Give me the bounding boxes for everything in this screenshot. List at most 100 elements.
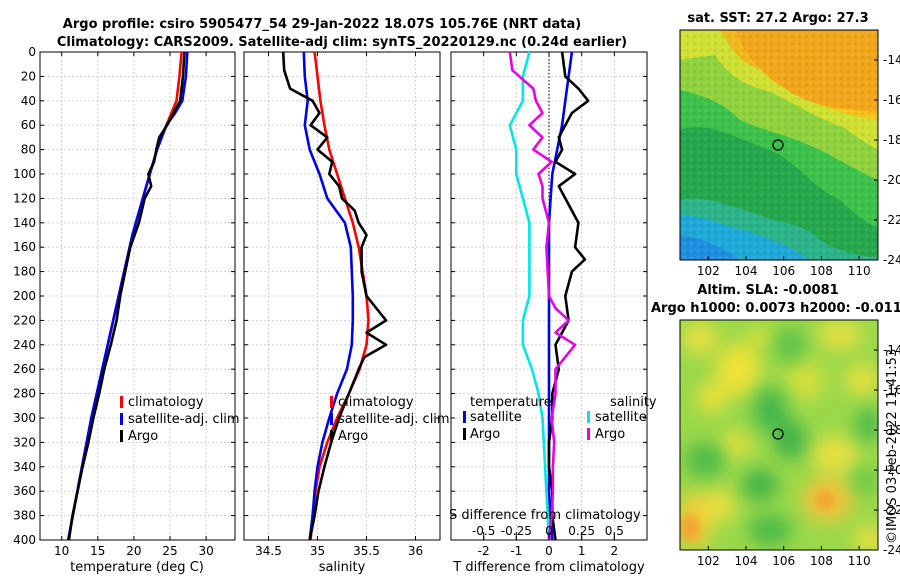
map-y-tick-label: -16: [883, 93, 900, 107]
temperature-grid: [40, 51, 235, 541]
legend-mark-t-satellite: [463, 411, 466, 423]
difference-panel: -2 -1 0 1 2 T difference from climatology S …: [449, 51, 657, 575]
temperature-panel: 10 15 20 25 30 0 20 40 60 80 100 120 140 160 180 200 22…: [13, 45, 240, 575]
legend-heading-temperature: temperature: [470, 395, 552, 410]
map-y-tick-label: -20: [883, 463, 900, 477]
map-y-tick-label: -24: [883, 253, 900, 267]
sst-map-frame: [679, 29, 879, 261]
s-tick-label: -0.5: [472, 524, 495, 538]
legend-label-argo: Argo: [338, 429, 368, 444]
legend-label-satellite: satellite-adj. clim: [128, 412, 240, 427]
map-y-tick-label: -14: [883, 53, 900, 67]
series-satellite-adj-clim: [302, 51, 355, 541]
y-tick-label: 400: [13, 533, 36, 547]
legend-label-t-satellite: satellite: [470, 410, 522, 425]
map-y-tick-label: -18: [883, 133, 900, 147]
y-tick-label: 220: [13, 313, 36, 327]
legend-mark-argo: [120, 430, 123, 442]
series-satellite-adj-clim: [66, 51, 189, 541]
series-argo: [281, 51, 388, 541]
argo-location-marker: [772, 139, 784, 151]
y-tick-label: 80: [21, 143, 36, 157]
y-tick-label: 200: [13, 289, 36, 303]
s-tick-label: 0: [545, 524, 553, 538]
map-y-tick-label: -22: [883, 503, 900, 517]
y-tick-label: 240: [13, 338, 36, 352]
y-tick-label: 140: [13, 216, 36, 230]
salinity-legend: climatology satellite-adj. clim Argo: [330, 395, 450, 444]
legend-mark-argo: [330, 430, 333, 442]
legend-mark-satellite: [330, 413, 333, 425]
sla-map-title-line1: Altim. SLA: -0.0081: [697, 283, 838, 298]
y-tick-label: 0: [28, 45, 36, 59]
series-t-argo: [547, 51, 590, 541]
legend-mark-s-satellite: [587, 411, 590, 423]
sla-image: [680, 320, 878, 550]
y-tick-label: 180: [13, 265, 36, 279]
temperature-lines: [66, 51, 189, 541]
salinity-xlabel: salinity: [319, 560, 366, 575]
salinity-xticks: 34.5 35 35.5 36: [255, 52, 423, 558]
map-x-tick-label: 108: [810, 554, 833, 568]
x-tick-label: 35: [310, 544, 325, 558]
map-x-tick-label: 106: [772, 264, 795, 278]
y-tick-label: 160: [13, 240, 36, 254]
difference-xlabel: T difference from climatology: [452, 560, 645, 575]
y-tick-label: 340: [13, 460, 36, 474]
temperature-xticks: 10 15 20 25 30: [54, 52, 214, 558]
legend-label-climatology: climatology: [338, 395, 414, 410]
map-y-tick-label: -24: [883, 543, 900, 557]
map-x-tick-label: 102: [697, 554, 720, 568]
legend-mark-climatology: [330, 396, 333, 408]
x-tick-label: -2: [478, 544, 490, 558]
x-tick-label: 2: [611, 544, 619, 558]
sst-image: [680, 30, 878, 260]
y-tick-label: 20: [21, 69, 36, 83]
sla-map-yticks: -14 -16 -18 -20 -22 -24: [874, 343, 900, 557]
map-x-tick-label: 104: [735, 554, 758, 568]
x-tick-label: 1: [578, 544, 586, 558]
x-tick-label: 35.5: [353, 544, 380, 558]
x-tick-label: -1: [510, 544, 522, 558]
x-tick-label: 10: [54, 544, 69, 558]
difference-legend: temperature salinity satellite Argo sate…: [463, 395, 657, 442]
map-y-tick-label: -18: [883, 423, 900, 437]
legend-mark-climatology: [120, 396, 123, 408]
legend-mark-t-argo: [463, 428, 466, 440]
y-tick-label: 300: [13, 411, 36, 425]
y-tick-label: 360: [13, 484, 36, 498]
y-tick-label: 120: [13, 191, 36, 205]
map-x-tick-label: 106: [772, 554, 795, 568]
sst-map-title: sat. SST: 27.2 Argo: 27.3: [687, 11, 868, 26]
y-tick-label: 320: [13, 435, 36, 449]
x-tick-label: 30: [198, 544, 213, 558]
legend-label-climatology: climatology: [128, 395, 204, 410]
x-tick-label: 15: [90, 544, 105, 558]
map-y-tick-label: -14: [883, 343, 900, 357]
legend-label-t-argo: Argo: [470, 427, 500, 442]
x-tick-label: 0: [545, 544, 553, 558]
figure-title-line1: Argo profile: csiro 5905477_54 29-Jan-20…: [63, 17, 581, 32]
sla-map-title-line2: Argo h1000: 0.0073 h2000: -0.011: [651, 301, 900, 316]
x-tick-label: 36: [408, 544, 423, 558]
y-tick-label: 260: [13, 362, 36, 376]
s-tick-label: 0.5: [605, 524, 624, 538]
figure-title-line2: Climatology: CARS2009. Satellite-adj cli…: [57, 35, 627, 50]
y-tick-label: 40: [21, 94, 36, 108]
map-x-tick-label: 110: [848, 554, 871, 568]
difference-lines: [508, 51, 590, 541]
legend-heading-salinity: salinity: [610, 395, 657, 410]
x-tick-label: 20: [126, 544, 141, 558]
temperature-legend: climatology satellite-adj. clim Argo: [120, 395, 240, 444]
s-difference-ticks: -0.5 -0.25 0 0.25 0.5: [472, 524, 624, 540]
sst-map-xticks: 102 104 106 108 110: [697, 256, 871, 278]
legend-label-s-satellite: satellite: [595, 410, 647, 425]
legend-mark-s-argo: [587, 428, 590, 440]
temperature-yticks: 0 20 40 60 80 100 120 140 160 180 200 220 240 260 280 3…: [13, 45, 36, 547]
map-y-tick-label: -22: [883, 213, 900, 227]
x-tick-label: 34.5: [255, 544, 282, 558]
legend-label-argo: Argo: [128, 429, 158, 444]
timestamp: ©IMOS 03-Feb-2022 11:41:53: [885, 349, 900, 544]
sla-map-xticks: 102 104 106 108 110: [697, 546, 871, 568]
